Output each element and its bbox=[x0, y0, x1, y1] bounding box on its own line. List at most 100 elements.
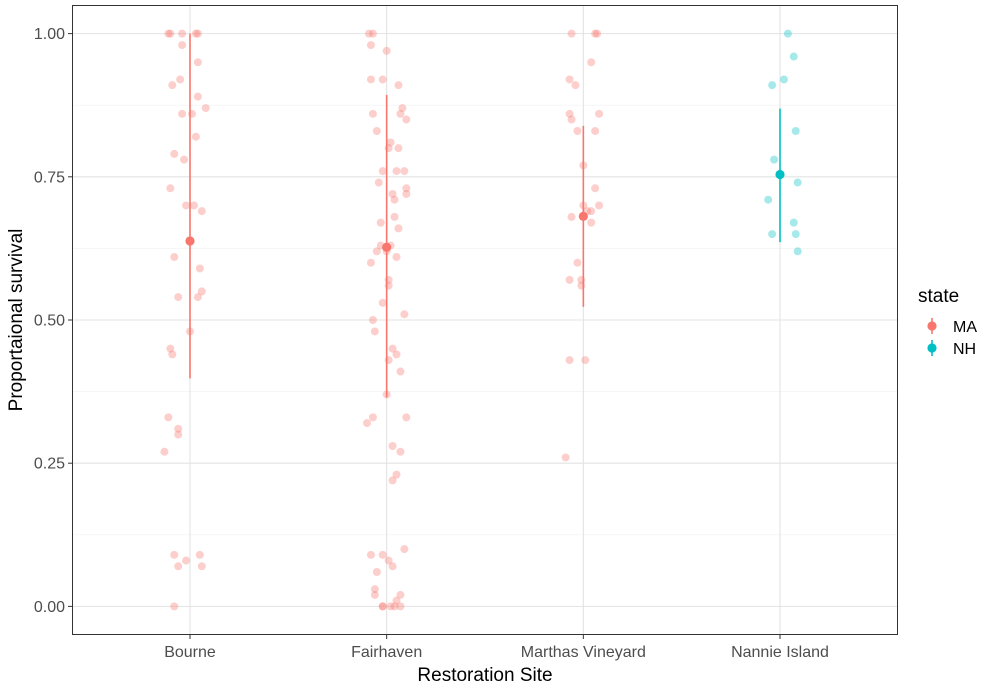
data-point bbox=[166, 184, 175, 193]
data-point bbox=[402, 184, 411, 193]
data-point bbox=[400, 310, 409, 319]
data-point bbox=[567, 212, 576, 221]
data-point bbox=[789, 52, 798, 61]
data-point bbox=[370, 590, 379, 599]
data-point bbox=[170, 550, 179, 559]
data-point bbox=[402, 115, 411, 124]
data-point bbox=[174, 424, 183, 433]
y-tick-label: 0.00 bbox=[34, 599, 65, 616]
data-point bbox=[168, 350, 177, 359]
data-point bbox=[164, 29, 173, 38]
data-point bbox=[372, 127, 381, 135]
data-point bbox=[392, 596, 401, 605]
data-point bbox=[372, 568, 381, 576]
data-point bbox=[593, 29, 602, 38]
data-point bbox=[178, 109, 187, 118]
data-point bbox=[374, 178, 383, 187]
legend-key-point bbox=[927, 321, 937, 331]
data-point bbox=[174, 293, 183, 302]
data-point bbox=[595, 109, 604, 118]
data-point bbox=[378, 602, 387, 611]
data-point bbox=[378, 602, 387, 611]
data-point bbox=[378, 298, 387, 307]
data-point bbox=[400, 545, 409, 554]
data-point bbox=[591, 184, 600, 193]
data-point bbox=[565, 275, 574, 284]
data-point bbox=[400, 167, 409, 176]
data-point bbox=[402, 413, 411, 422]
x-tick-label: Fairhaven bbox=[351, 644, 422, 661]
data-point bbox=[392, 470, 401, 479]
data-point bbox=[180, 155, 189, 164]
data-point bbox=[567, 29, 576, 38]
data-point bbox=[197, 207, 206, 216]
data-point bbox=[779, 75, 788, 84]
data-point bbox=[591, 29, 600, 38]
data-point bbox=[195, 550, 204, 559]
data-point bbox=[571, 81, 580, 90]
data-point bbox=[793, 247, 802, 256]
data-point bbox=[376, 218, 385, 227]
data-point bbox=[561, 453, 570, 462]
data-point bbox=[783, 29, 792, 38]
x-tick-label: Marthas Vineyard bbox=[521, 644, 646, 661]
data-point bbox=[388, 190, 397, 198]
mean-point bbox=[578, 211, 588, 221]
data-point bbox=[384, 356, 393, 365]
data-point bbox=[595, 201, 604, 210]
data-point bbox=[392, 350, 401, 359]
data-point bbox=[197, 287, 206, 296]
data-point bbox=[370, 585, 379, 594]
data-point bbox=[170, 253, 179, 261]
data-point bbox=[791, 230, 800, 239]
data-point bbox=[191, 132, 200, 141]
data-point bbox=[378, 167, 387, 176]
y-axis-title: Proportaional survival bbox=[6, 229, 27, 412]
data-point bbox=[368, 109, 377, 118]
data-point bbox=[402, 190, 411, 198]
data-point bbox=[193, 293, 202, 302]
data-point bbox=[396, 367, 405, 376]
data-point bbox=[201, 104, 210, 113]
y-tick-label: 0.25 bbox=[34, 456, 65, 473]
data-point bbox=[390, 212, 399, 221]
data-point bbox=[573, 258, 582, 267]
data-point bbox=[384, 281, 393, 290]
x-tick-label: Nannie Island bbox=[731, 644, 829, 661]
data-point bbox=[384, 144, 393, 153]
data-point bbox=[764, 195, 773, 204]
data-point bbox=[178, 41, 187, 50]
data-point bbox=[581, 356, 590, 365]
data-point bbox=[174, 430, 183, 439]
plot-border bbox=[72, 5, 898, 635]
data-point bbox=[193, 29, 202, 38]
data-point bbox=[388, 562, 397, 571]
data-point bbox=[392, 167, 401, 176]
x-tick-label: Bourne bbox=[164, 644, 216, 661]
data-point bbox=[396, 602, 405, 611]
y-tick-label: 0.50 bbox=[34, 313, 65, 330]
data-point bbox=[366, 258, 375, 267]
data-point bbox=[388, 442, 397, 450]
data-point bbox=[370, 327, 379, 336]
data-point bbox=[189, 201, 198, 210]
data-point bbox=[577, 275, 586, 284]
data-point bbox=[170, 602, 179, 611]
data-point bbox=[182, 556, 191, 565]
data-point bbox=[396, 590, 405, 599]
legend-label: MA bbox=[953, 319, 977, 336]
data-point bbox=[565, 75, 574, 84]
mean-point bbox=[775, 169, 785, 180]
data-point bbox=[166, 29, 175, 38]
data-point bbox=[392, 253, 401, 261]
data-point bbox=[191, 29, 200, 38]
data-point bbox=[368, 29, 377, 38]
data-point bbox=[195, 264, 204, 273]
data-point bbox=[388, 476, 397, 485]
data-point bbox=[770, 155, 779, 164]
data-point bbox=[386, 138, 395, 147]
data-point bbox=[587, 218, 596, 227]
data-point bbox=[368, 413, 377, 422]
